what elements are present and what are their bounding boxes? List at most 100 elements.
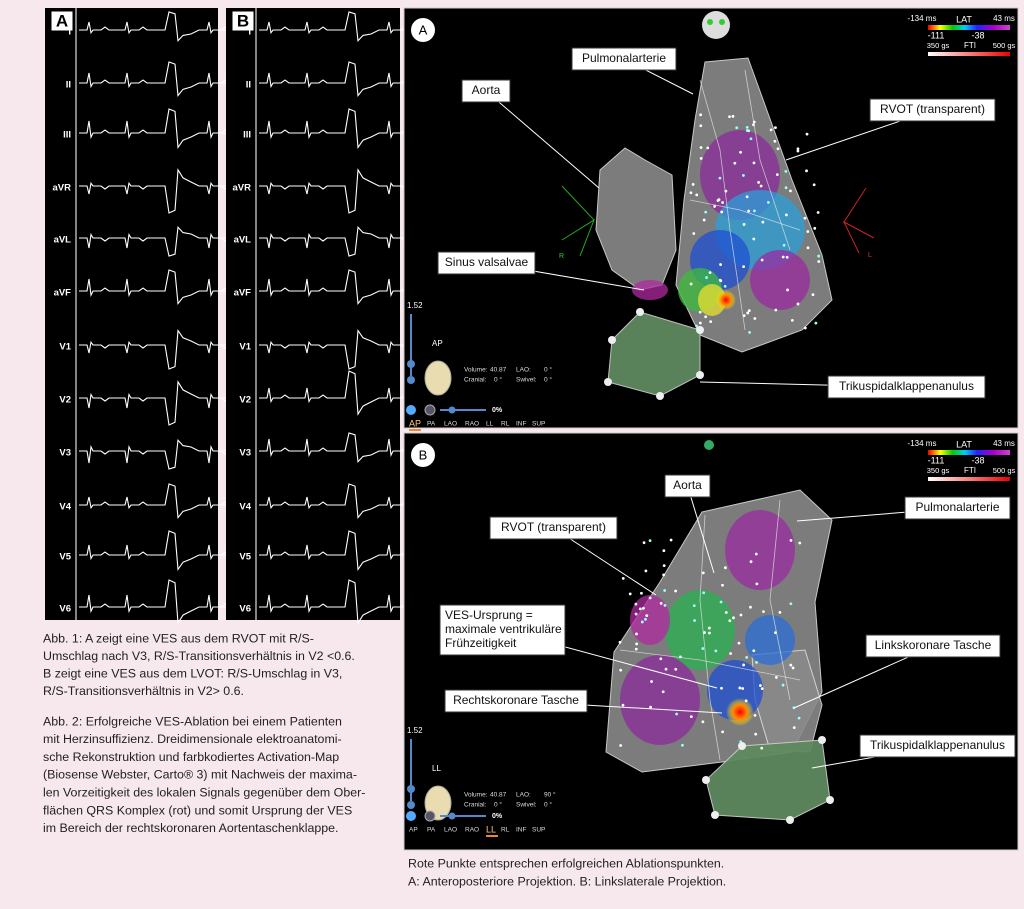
fti-colorbar bbox=[928, 52, 1010, 56]
map-point bbox=[749, 560, 753, 564]
fti-colorbar bbox=[928, 477, 1010, 481]
map-point bbox=[775, 173, 779, 176]
activation-area bbox=[632, 280, 668, 300]
zoom-knob[interactable] bbox=[407, 785, 415, 793]
map-point bbox=[759, 684, 762, 687]
map-point bbox=[650, 680, 653, 683]
view-button[interactable]: AP bbox=[409, 827, 418, 834]
info-text: Cranial: bbox=[464, 802, 487, 809]
map-point bbox=[752, 161, 756, 165]
view-button[interactable]: SUP bbox=[532, 827, 545, 834]
map-point bbox=[720, 210, 724, 214]
tool-button[interactable] bbox=[406, 811, 416, 821]
caption-line: R/S-Transitionsverhältnis in V2> 0.6. bbox=[43, 684, 244, 698]
legend-max: 43 ms bbox=[993, 14, 1015, 23]
map-point bbox=[728, 619, 732, 623]
annulus-point bbox=[818, 736, 826, 744]
annulus-point bbox=[696, 326, 704, 334]
heart-icon bbox=[424, 360, 452, 396]
view-button[interactable]: LAO bbox=[444, 421, 457, 428]
map-point bbox=[704, 210, 708, 214]
map-point bbox=[638, 607, 642, 611]
map-point bbox=[644, 617, 647, 621]
annotation-box bbox=[865, 634, 1001, 658]
annotation-box bbox=[461, 79, 511, 103]
map-point bbox=[753, 713, 757, 717]
fti-min: 350 gs bbox=[927, 41, 950, 50]
annotation-box bbox=[869, 98, 996, 122]
lead-label: V2 bbox=[239, 395, 251, 406]
view-button[interactable]: AP bbox=[409, 418, 421, 428]
fti-max: 500 gs bbox=[993, 466, 1016, 475]
caption-line: (Biosense Webster, Carto® 3) mit Nachwei… bbox=[43, 768, 357, 782]
map-point bbox=[805, 169, 808, 173]
lead-label: III bbox=[63, 130, 71, 141]
map-point bbox=[760, 258, 764, 262]
ecg-trace bbox=[259, 370, 411, 416]
view-button[interactable]: RL bbox=[501, 827, 510, 834]
map-point bbox=[692, 232, 696, 235]
view-button[interactable]: SUP bbox=[532, 421, 545, 428]
view-button[interactable]: PA bbox=[427, 421, 436, 428]
map-point bbox=[784, 169, 788, 173]
leader-line bbox=[687, 485, 715, 574]
zoom-knob[interactable] bbox=[407, 376, 415, 384]
view-button[interactable]: RAO bbox=[465, 827, 479, 834]
map-point bbox=[699, 157, 703, 160]
face-eye bbox=[707, 19, 713, 25]
ecg-trace bbox=[79, 329, 231, 370]
map-panel: A -134 ms LAT 43 ms -111 -38 350 gs FTI 500 gs Pu… bbox=[403, 7, 1019, 431]
map-point bbox=[689, 191, 693, 195]
map-point bbox=[784, 186, 788, 190]
annotation-text: RVOT (transparent) bbox=[501, 520, 606, 534]
view-button[interactable]: LL bbox=[486, 421, 494, 428]
view-button[interactable]: INF bbox=[516, 827, 527, 834]
view-button[interactable]: LAO bbox=[444, 827, 457, 834]
tool-button[interactable] bbox=[406, 405, 416, 415]
zoom-knob[interactable] bbox=[407, 801, 415, 809]
map-point bbox=[698, 310, 702, 314]
origin-hotspot bbox=[716, 290, 736, 310]
map-point bbox=[698, 321, 702, 325]
view-button[interactable]: RAO bbox=[465, 421, 479, 428]
panel-label-circle bbox=[411, 18, 435, 42]
map-point bbox=[669, 538, 673, 542]
view-button[interactable]: PA bbox=[427, 827, 436, 834]
ecg-trace bbox=[259, 11, 411, 43]
map-point bbox=[728, 115, 731, 119]
lead-label: I bbox=[68, 27, 71, 38]
map-panel: B -134 ms LAT 43 ms -111 -38 350 gs FTI 500 gs Ao… bbox=[403, 432, 1019, 851]
map-point bbox=[634, 612, 638, 616]
map-point bbox=[790, 318, 794, 322]
surface-line bbox=[744, 69, 791, 251]
activation-area bbox=[725, 510, 795, 590]
view-button[interactable]: LL bbox=[486, 824, 496, 834]
tool-button[interactable] bbox=[424, 404, 436, 416]
map-point bbox=[664, 667, 668, 671]
leader-line bbox=[485, 90, 600, 189]
map-point bbox=[752, 649, 756, 653]
map-point bbox=[739, 613, 743, 617]
map-point bbox=[742, 223, 746, 226]
info-text: Swivel: bbox=[516, 377, 537, 384]
lead-label: aVF bbox=[234, 288, 252, 299]
opacity-knob[interactable] bbox=[448, 406, 456, 414]
map-point bbox=[634, 647, 638, 651]
view-button[interactable]: INF bbox=[516, 421, 527, 428]
view-button[interactable]: RL bbox=[501, 421, 510, 428]
map-point bbox=[752, 237, 756, 241]
orientation-ball bbox=[704, 440, 714, 450]
footer-line: Rote Punkte entsprechen erfolgreichen Ab… bbox=[408, 856, 724, 870]
map-point bbox=[695, 324, 698, 328]
map-point bbox=[699, 124, 703, 128]
map-point bbox=[789, 663, 793, 667]
ecg-trace bbox=[259, 61, 411, 98]
map-point bbox=[778, 610, 782, 614]
map-point bbox=[760, 746, 764, 750]
opacity-knob[interactable] bbox=[448, 812, 456, 820]
tool-button[interactable] bbox=[424, 810, 436, 822]
surface-line bbox=[689, 199, 801, 231]
zoom-knob[interactable] bbox=[407, 360, 415, 368]
annotation-box bbox=[444, 689, 588, 713]
